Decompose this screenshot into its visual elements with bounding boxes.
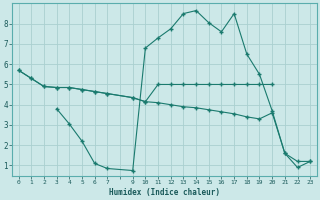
X-axis label: Humidex (Indice chaleur): Humidex (Indice chaleur) — [109, 188, 220, 197]
